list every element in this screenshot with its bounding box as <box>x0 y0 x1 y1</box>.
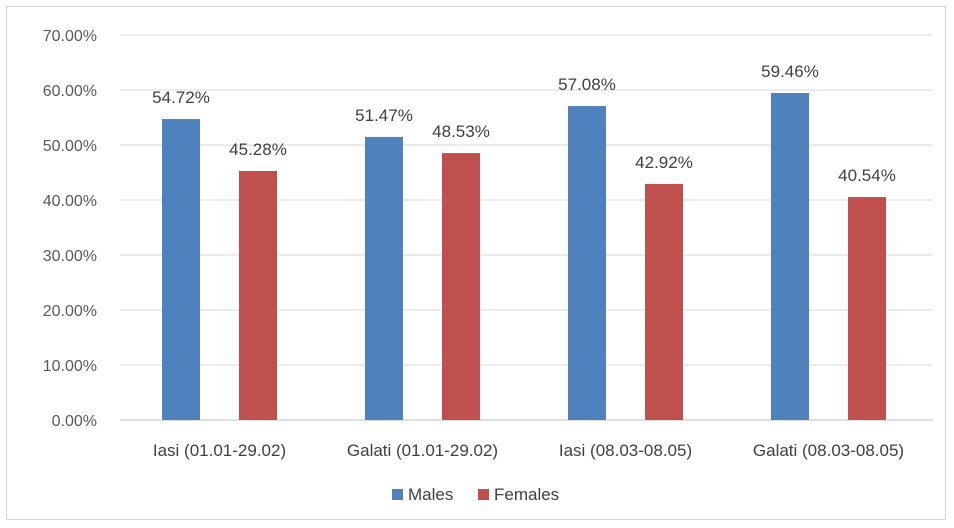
data-label: 45.28% <box>229 140 287 159</box>
y-tick-label: 60.00% <box>43 83 97 100</box>
y-tick-label: 20.00% <box>43 303 97 320</box>
bars <box>162 92 886 421</box>
bar-males <box>162 119 200 420</box>
data-label: 59.46% <box>761 62 819 81</box>
bar-females <box>239 170 277 420</box>
bar-females <box>442 153 480 420</box>
x-axis-categories: Iasi (01.01-29.02) Galati (01.01-29.02) Ia… <box>153 441 904 460</box>
bar-females <box>848 197 886 420</box>
data-label: 42.92% <box>635 153 693 172</box>
bar-males <box>771 92 809 420</box>
legend-label: Males <box>408 485 453 504</box>
bar-females <box>645 183 683 420</box>
data-label: 57.08% <box>558 75 616 94</box>
data-label: 40.54% <box>838 166 896 185</box>
y-tick-label: 70.00% <box>43 28 97 45</box>
legend-swatch-females <box>478 489 489 500</box>
data-label: 54.72% <box>152 88 210 107</box>
x-category-label: Iasi (08.03-08.05) <box>559 441 692 460</box>
x-category-label: Galati (01.01-29.02) <box>347 441 498 460</box>
legend-swatch-males <box>392 489 403 500</box>
y-tick-label: 0.00% <box>52 413 97 430</box>
data-labels: 54.72% 45.28% 51.47% 48.53% 57.08% 42.92% 59.4… <box>152 62 896 185</box>
y-tick-label: 50.00% <box>43 138 97 155</box>
bar-males <box>568 106 606 420</box>
x-category-label: Galati (08.03-08.05) <box>753 441 904 460</box>
y-tick-label: 40.00% <box>43 193 97 210</box>
x-category-label: Iasi (01.01-29.02) <box>153 441 286 460</box>
bar-males <box>365 136 403 421</box>
y-tick-label: 10.00% <box>43 358 97 375</box>
y-axis-ticks: 0.00% 10.00% 20.00% 30.00% 40.00% 50.00% 60.00… <box>43 28 97 430</box>
data-label: 51.47% <box>355 106 413 125</box>
y-tick-label: 30.00% <box>43 248 97 265</box>
data-label: 48.53% <box>432 122 490 141</box>
legend: Males Females <box>392 485 559 504</box>
legend-label: Females <box>494 485 559 504</box>
